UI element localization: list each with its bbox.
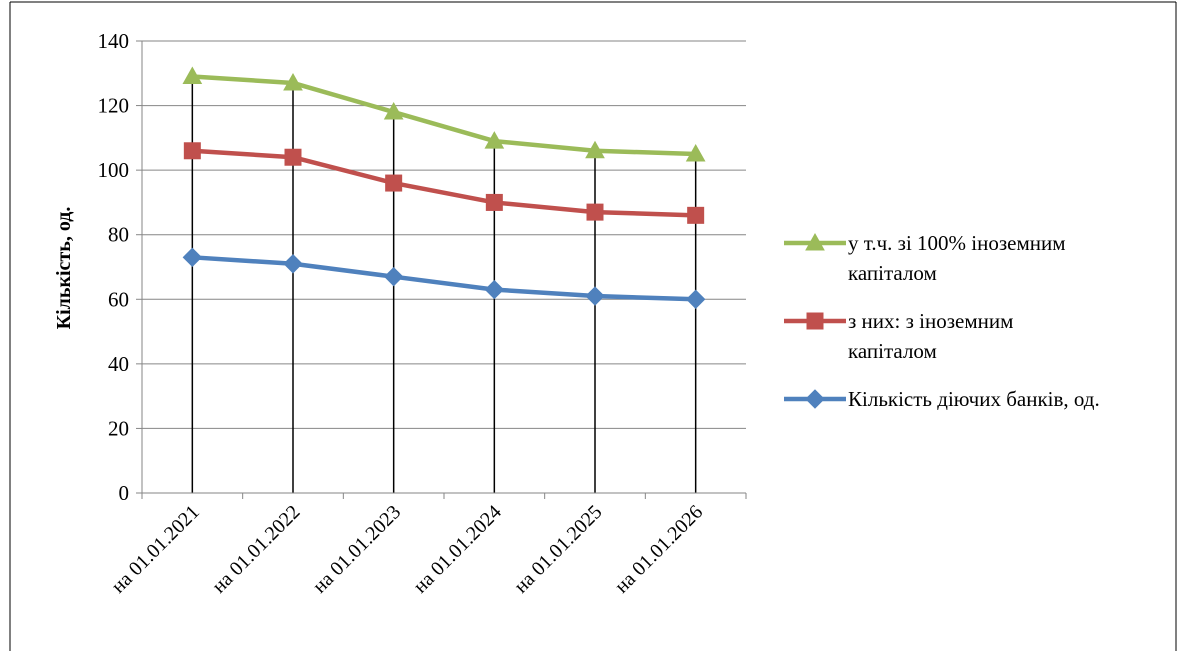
series-line-2 bbox=[190, 74, 698, 157]
y-tick-label: 20 bbox=[108, 416, 129, 440]
x-tick-label: на 01.01.2021 bbox=[107, 501, 204, 598]
data-point-series-0 bbox=[484, 279, 505, 300]
data-point-series-2 bbox=[585, 140, 605, 159]
legend-marker bbox=[805, 232, 825, 251]
x-tick-label: на 01.01.2026 bbox=[611, 501, 708, 598]
x-tick-label: на 01.01.2023 bbox=[309, 501, 406, 598]
legend-label: капіталом bbox=[848, 261, 937, 285]
gridlines bbox=[142, 40, 746, 429]
y-axis-label: Кількість, од. bbox=[53, 207, 75, 330]
series-group bbox=[182, 66, 706, 309]
data-point-series-0 bbox=[383, 266, 404, 287]
data-point-series-0 bbox=[685, 289, 706, 309]
data-point-series-2 bbox=[484, 131, 505, 149]
x-tick-label: на 01.01.2025 bbox=[510, 501, 607, 598]
data-point-series-2 bbox=[685, 143, 706, 162]
data-point-series-1 bbox=[183, 142, 201, 160]
legend-label: Кількість діючих банків, од. bbox=[848, 387, 1100, 411]
x-tick-label: на 01.01.2022 bbox=[208, 501, 305, 598]
data-point-series-1 bbox=[485, 193, 503, 211]
legend-label: у т.ч. зі 100% іноземним bbox=[848, 231, 1066, 255]
data-point-series-1 bbox=[385, 174, 403, 192]
y-tick-label: 0 bbox=[119, 481, 130, 505]
y-tick-label: 120 bbox=[98, 94, 130, 118]
legend: у т.ч. зі 100% іноземним капіталом з них: … bbox=[784, 231, 1100, 411]
data-point-series-1 bbox=[687, 206, 705, 224]
x-tick-label: на 01.01.2024 bbox=[409, 501, 506, 598]
data-point-series-2 bbox=[383, 102, 404, 120]
data-point-series-0 bbox=[182, 247, 203, 268]
legend-label: з них: з іноземним bbox=[848, 309, 1013, 333]
y-tick-label: 60 bbox=[108, 287, 129, 311]
data-point-series-2 bbox=[182, 66, 203, 85]
data-point-series-1 bbox=[284, 148, 302, 166]
data-point-series-2 bbox=[283, 72, 303, 91]
series-line-0 bbox=[190, 255, 698, 302]
y-tick-label: 140 bbox=[98, 29, 130, 53]
legend-label: капіталом bbox=[848, 339, 937, 363]
y-tick-label: 100 bbox=[98, 158, 130, 182]
data-point-series-1 bbox=[586, 203, 604, 221]
data-point-series-0 bbox=[283, 254, 303, 274]
data-point-series-0 bbox=[585, 286, 605, 306]
y-tick-label: 80 bbox=[108, 223, 129, 247]
legend-marker bbox=[806, 312, 824, 330]
series-line-1 bbox=[190, 148, 698, 218]
y-tick-label: 40 bbox=[108, 352, 129, 376]
legend-marker bbox=[805, 389, 825, 409]
